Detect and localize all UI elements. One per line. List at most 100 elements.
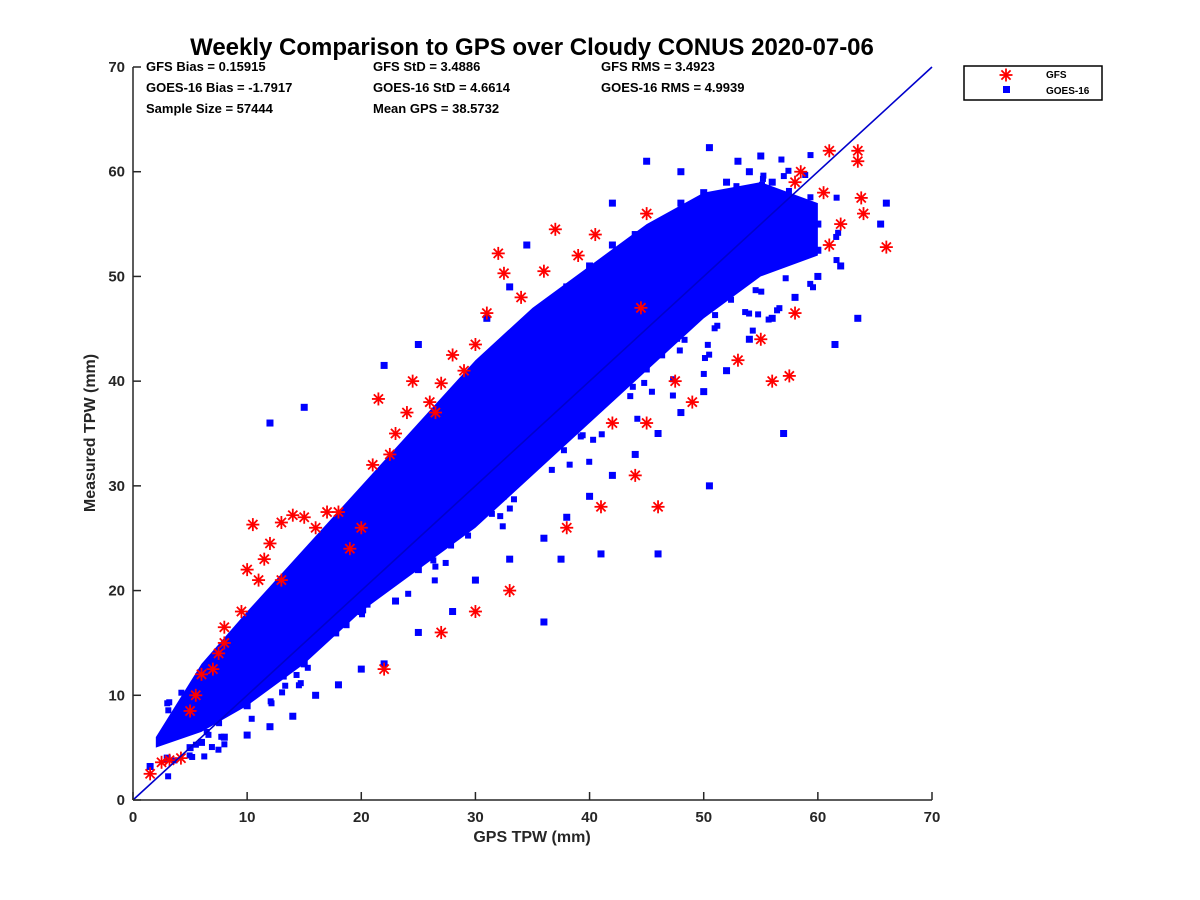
goes16-cloud-point — [488, 510, 495, 517]
goes16-cloud-point — [512, 464, 519, 471]
goes16-cloud-point — [432, 563, 439, 570]
goes16-point — [608, 471, 616, 479]
goes16-cloud-point — [248, 715, 255, 722]
goes16-point — [392, 597, 400, 605]
gfs-point — [274, 516, 288, 530]
gfs-point — [834, 217, 848, 231]
goes16-cloud-point — [430, 557, 437, 564]
goes16-cloud-point — [742, 309, 749, 316]
gfs-point — [668, 374, 682, 388]
stat-sample-size: Sample Size = 57444 — [146, 101, 274, 116]
goes16-cloud-point — [648, 388, 655, 395]
goes16-point — [471, 377, 479, 385]
goes16-cloud-point — [652, 343, 659, 350]
goes16-cloud-point — [416, 479, 423, 486]
y-axis-label: Measured TPW (mm) — [82, 354, 99, 512]
goes16-cloud-point — [221, 741, 228, 748]
goes16-cloud-point — [659, 352, 666, 359]
gfs-point — [331, 505, 345, 519]
goes16-point — [357, 608, 365, 616]
goes16-cloud-point — [630, 289, 637, 296]
goes16-cloud-point — [553, 370, 560, 377]
goes16-cloud-point — [364, 601, 371, 608]
goes16-cloud-point — [208, 680, 215, 687]
goes16-point — [643, 157, 651, 165]
gfs-point — [548, 222, 562, 236]
goes16-point — [677, 199, 685, 207]
gfs-point — [434, 625, 448, 639]
goes16-cloud-point — [437, 539, 444, 546]
gfs-point — [217, 620, 231, 634]
goes16-cloud-point — [610, 363, 617, 370]
goes16-point — [700, 189, 708, 197]
gfs-point — [446, 348, 460, 362]
goes16-point — [745, 335, 753, 343]
goes16-cloud-point — [679, 322, 686, 329]
goes16-cloud-point — [165, 773, 172, 780]
goes16-point — [723, 367, 731, 375]
goes16-point — [677, 168, 685, 176]
y-tick-label: 10 — [108, 687, 125, 704]
stat-gfs-rms: GFS RMS = 3.4923 — [601, 59, 715, 74]
goes16-cloud-point — [279, 689, 286, 696]
goes16-cloud-point — [498, 460, 505, 467]
goes16-cloud-point — [300, 600, 307, 607]
goes16-cloud-point — [201, 753, 208, 760]
goes16-point — [289, 712, 297, 720]
goes16-cloud-point — [252, 646, 259, 653]
goes16-cloud-point — [608, 379, 615, 386]
goes16-cloud-point — [676, 347, 683, 354]
goes16-cloud-point — [697, 268, 704, 275]
goes16-cloud-point — [560, 447, 567, 454]
goes16-cloud-point — [402, 559, 409, 566]
goes16-cloud-point — [257, 617, 264, 624]
goes16-cloud-point — [266, 608, 273, 615]
gfs-point — [383, 447, 397, 461]
goes16-cloud-point — [465, 532, 472, 539]
goes16-cloud-point — [282, 682, 289, 689]
gfs-point — [651, 500, 665, 514]
goes16-cloud-point — [758, 260, 765, 267]
goes16-point — [243, 628, 251, 636]
goes16-cloud-point — [546, 389, 553, 396]
goes16-cloud-point — [592, 351, 599, 358]
goes16-point — [757, 152, 765, 160]
goes16-cloud-point — [334, 553, 341, 560]
gfs-point — [854, 191, 868, 205]
goes16-cloud-point — [205, 731, 212, 738]
goes16-cloud-point — [414, 551, 421, 558]
goes16-point — [854, 314, 862, 322]
goes16-point — [414, 340, 422, 348]
goes16-point — [705, 144, 713, 152]
axes: 0 10 20 30 40 50 60 70 0 10 20 30 40 50 60 70 — [108, 59, 940, 826]
goes16-cloud-point — [208, 744, 215, 751]
gfs-point — [571, 248, 585, 262]
goes16-cloud-point — [752, 287, 759, 294]
gfs-point — [263, 536, 277, 550]
goes16-cloud-point — [484, 488, 491, 495]
stat-gfs-std: GFS StD = 3.4886 — [373, 59, 480, 74]
goes16-cloud-point — [708, 208, 715, 215]
goes16-cloud-point — [243, 674, 250, 681]
gfs-point — [206, 662, 220, 676]
gfs-point — [497, 266, 511, 280]
goes16-cloud-point — [746, 310, 753, 317]
gfs-point — [480, 306, 494, 320]
gfs-point — [143, 767, 157, 781]
legend-gfs-asterisk — [999, 68, 1013, 82]
goes16-cloud-point — [597, 366, 604, 373]
goes16-cloud-point — [442, 559, 449, 566]
goes16-cloud-point — [388, 548, 395, 555]
goes16-point — [380, 471, 388, 479]
goes16-point — [586, 409, 594, 417]
goes16-cloud-point — [280, 673, 287, 680]
gfs-point — [628, 468, 642, 482]
goes16-point — [791, 293, 799, 301]
goes16-cloud-point — [544, 396, 551, 403]
goes16-cloud-point — [290, 582, 297, 589]
goes16-cloud-point — [165, 707, 172, 714]
goes16-cloud-point — [166, 699, 173, 706]
goes16-cloud-point — [343, 622, 350, 629]
gfs-point — [274, 573, 288, 587]
gfs-point — [366, 458, 380, 472]
